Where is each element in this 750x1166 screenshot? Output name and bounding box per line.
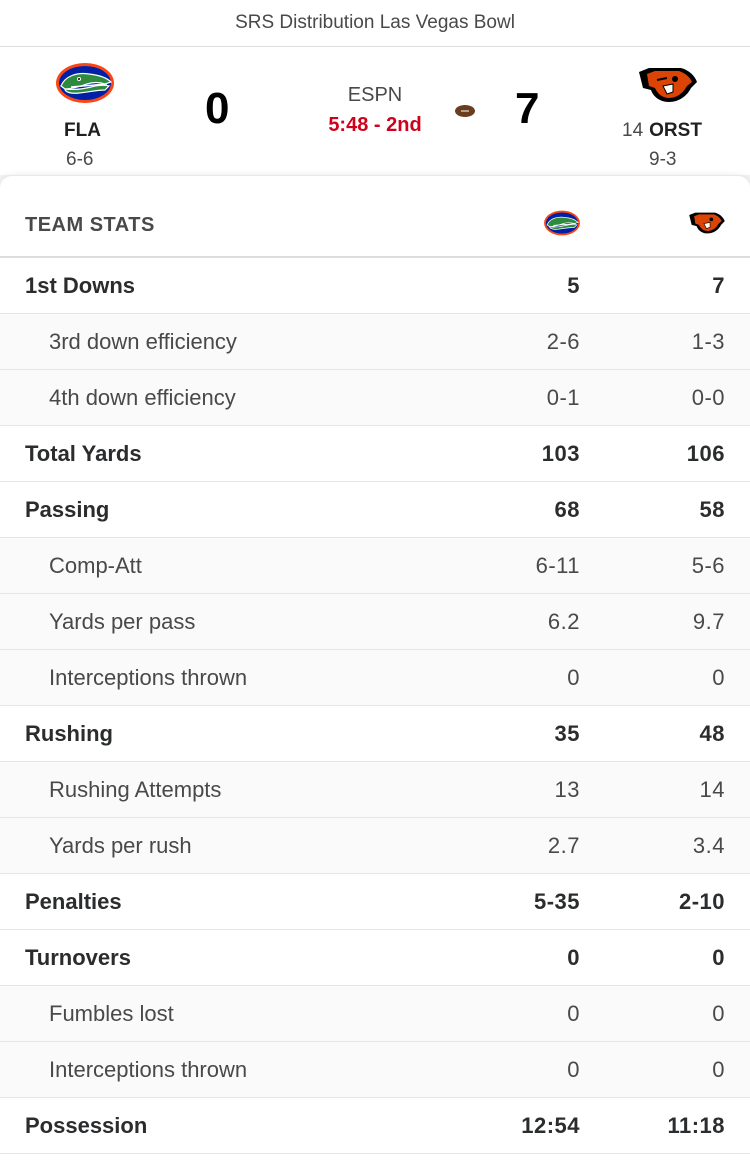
team-stats-header: TEAM STATS: [0, 176, 750, 258]
stat-row: Passing 68 58: [0, 482, 750, 538]
away-team-record: 6-6: [66, 149, 94, 170]
stat-home-value: 3.4: [692, 833, 725, 858]
stat-away-value: 35: [554, 721, 580, 746]
stat-label: Interceptions thrown: [49, 1057, 248, 1082]
stat-label: Passing: [25, 497, 110, 522]
stat-row: Total Yards 103 106: [0, 426, 750, 482]
team-stats-title: TEAM STATS: [25, 214, 155, 236]
team-stats-card: TEAM STATS 1st Downs 5 7 3rd down efficienc…: [0, 176, 750, 1166]
stat-away-value: 103: [541, 441, 580, 466]
stat-row: Yards per pass 6.2 9.7: [0, 594, 750, 650]
football-icon: [455, 105, 475, 117]
stat-label: Penalties: [25, 889, 122, 914]
stat-row: Fumbles lost 0 0: [0, 986, 750, 1042]
stat-row: Yards per rush 2.7 3.4: [0, 818, 750, 874]
stat-row: 3rd down efficiency 2-6 1-3: [0, 314, 750, 370]
stat-away-value: 5-35: [533, 889, 580, 914]
stat-row: Penalties 5-35 2-10: [0, 874, 750, 930]
scoreboard-header: SRS Distribution Las Vegas Bowl FLA 6-6 …: [0, 0, 750, 175]
stat-home-value: 0: [712, 945, 725, 970]
stat-label: Total Yards: [25, 441, 142, 466]
stat-row: Comp-Att 6-11 5-6: [0, 538, 750, 594]
stat-row: Turnovers 0 0: [0, 930, 750, 986]
stat-label: 4th down efficiency: [49, 385, 236, 410]
stat-away-value: 0: [567, 945, 580, 970]
stat-label: Yards per pass: [49, 609, 196, 634]
home-team-rank: 14: [622, 120, 644, 141]
broadcast-network: ESPN: [347, 84, 403, 106]
stat-home-value: 106: [686, 441, 725, 466]
stat-row: Interceptions thrown 0 0: [0, 1042, 750, 1098]
stat-home-value: 14: [699, 777, 725, 802]
stat-home-value: 0: [712, 1001, 725, 1026]
home-team-record: 9-3: [649, 149, 677, 170]
stat-row: Possession 12:54 11:18: [0, 1098, 750, 1154]
stat-away-value: 5: [567, 273, 580, 298]
florida-gators-logo-icon[interactable]: [55, 62, 115, 104]
stat-away-value: 0: [567, 1057, 580, 1082]
stat-away-value: 6-11: [535, 553, 580, 578]
home-team-abbr[interactable]: ORST: [649, 120, 702, 141]
away-team-abbr[interactable]: FLA: [64, 120, 101, 141]
stat-label: Rushing: [25, 721, 113, 746]
stat-row: 4th down efficiency 0-1 0-0: [0, 370, 750, 426]
home-team-score: 7: [515, 84, 540, 133]
stat-label: Rushing Attempts: [49, 777, 222, 802]
stat-away-value: 0: [567, 665, 580, 690]
stat-row: Interceptions thrown 0 0: [0, 650, 750, 706]
stat-row: 1st Downs 5 7: [0, 258, 750, 314]
florida-gators-small-logo-icon: [544, 210, 580, 236]
stat-label: 3rd down efficiency: [49, 329, 237, 354]
home-team-label[interactable]: 14 ORST: [622, 119, 702, 143]
stat-label: Comp-Att: [49, 553, 142, 578]
game-title: SRS Distribution Las Vegas Bowl: [0, 0, 750, 47]
stat-home-value: 0-0: [691, 385, 725, 410]
stat-row: Rushing Attempts 13 14: [0, 762, 750, 818]
stat-away-value: 6.2: [547, 609, 580, 634]
stat-home-value: 58: [699, 497, 725, 522]
away-team-score: 0: [205, 84, 230, 133]
oregon-state-beavers-logo-icon[interactable]: [637, 66, 699, 104]
stat-label: Yards per rush: [49, 833, 192, 858]
stat-away-value: 0: [567, 1001, 580, 1026]
stat-home-value: 0: [712, 1057, 725, 1082]
stat-label: Interceptions thrown: [49, 665, 248, 690]
stat-home-value: 11:18: [667, 1113, 725, 1138]
stat-home-value: 0: [712, 665, 725, 690]
stat-home-value: 5-6: [691, 553, 725, 578]
stat-home-value: 9.7: [692, 609, 725, 634]
stat-away-value: 2.7: [547, 833, 580, 858]
oregon-state-beavers-small-logo-icon: [689, 212, 725, 234]
stat-away-value: 2-6: [546, 329, 580, 354]
stat-label: Fumbles lost: [49, 1001, 174, 1026]
stat-away-value: 0-1: [546, 385, 580, 410]
stat-home-value: 2-10: [678, 889, 725, 914]
stat-home-value: 7: [712, 273, 725, 298]
stat-home-value: 48: [699, 721, 725, 746]
stat-away-value: 68: [554, 497, 580, 522]
stat-home-value: 1-3: [691, 329, 725, 354]
game-clock: 5:48 - 2nd: [328, 114, 422, 136]
stat-away-value: 13: [554, 777, 580, 802]
stat-label: Possession: [25, 1113, 148, 1138]
stat-label: Turnovers: [25, 945, 131, 970]
stat-label: 1st Downs: [25, 273, 136, 298]
stat-away-value: 12:54: [521, 1113, 580, 1138]
stat-row: Rushing 35 48: [0, 706, 750, 762]
